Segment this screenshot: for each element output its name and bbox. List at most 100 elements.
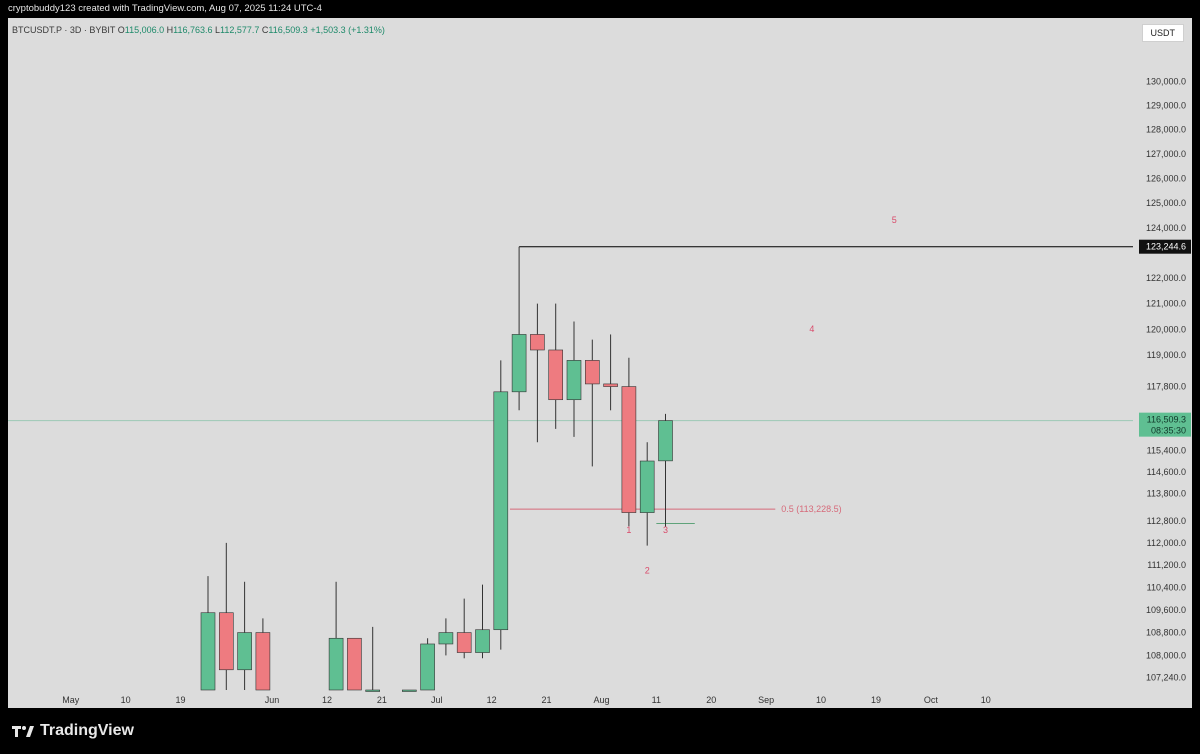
y-axis-tick-label: 125,000.0 xyxy=(1146,198,1186,208)
candle-body-up xyxy=(200,612,216,691)
candlestick-chart: 0.5 (113,228.5)12345130,000.0129,000.012… xyxy=(8,77,1191,705)
x-axis-tick-label: Jun xyxy=(265,695,280,705)
open-label: O xyxy=(117,25,125,35)
x-axis-tick-label: 11 xyxy=(652,695,661,705)
tradingview-logo[interactable]: TradingView xyxy=(12,722,134,740)
y-axis-tick-label: 119,000.0 xyxy=(1147,350,1186,360)
y-axis-tick-label: 127,000.0 xyxy=(1146,149,1186,159)
candle-body-up xyxy=(365,689,381,692)
candle-body-down xyxy=(603,383,618,387)
y-axis-tick-label: 107,240.0 xyxy=(1146,672,1186,682)
y-axis-tick-label: 112,800.0 xyxy=(1147,516,1186,526)
x-axis-tick-label: 10 xyxy=(816,695,826,705)
candle-body-down xyxy=(219,612,234,671)
y-axis-tick-label: 117,800.0 xyxy=(1147,382,1186,392)
y-axis-tick-label: 121,000.0 xyxy=(1146,299,1186,309)
x-axis-tick-label: 10 xyxy=(121,695,131,705)
high-label: H xyxy=(166,25,174,35)
x-axis-tick-label: Jul xyxy=(431,695,443,705)
y-axis-tick-label: 112,000.0 xyxy=(1147,538,1186,548)
candle-body-up xyxy=(401,689,417,692)
ath-price-tag: 123,244.6 xyxy=(1139,239,1191,254)
close-value: 116,509.3 xyxy=(268,25,308,35)
wave-marker-3: 3 xyxy=(663,525,668,535)
ath-price-tag-label: 123,244.6 xyxy=(1146,242,1186,252)
x-axis-tick-label: 19 xyxy=(871,695,881,705)
candle xyxy=(347,637,362,691)
y-axis-tick-label: 108,000.0 xyxy=(1146,650,1186,660)
x-axis-tick-label: 21 xyxy=(377,695,387,705)
candle-body-up xyxy=(639,460,655,513)
candle-body-down xyxy=(584,360,600,385)
candle xyxy=(438,618,454,656)
close-label: C xyxy=(261,25,269,35)
x-axis-tick-label: 10 xyxy=(981,695,991,705)
candle-body-up xyxy=(438,632,454,645)
x-axis-tick-label: 19 xyxy=(176,695,186,705)
candle xyxy=(328,581,344,691)
y-axis-tick-label: 120,000.0 xyxy=(1146,324,1186,334)
open-value: 115,006.0 xyxy=(124,25,165,35)
candle xyxy=(493,360,509,650)
candle-body-up xyxy=(658,420,673,462)
current-price-value: 116,509.3 xyxy=(1147,415,1186,425)
symbol-name: BTCUSDT.P · 3D · BYBIT xyxy=(12,25,116,35)
x-axis-tick-label: 20 xyxy=(706,695,716,705)
x-axis-tick-label: Oct xyxy=(924,695,939,705)
currency-badge[interactable]: USDT xyxy=(1141,24,1184,42)
candle-body-up xyxy=(493,391,509,631)
candle-body-down xyxy=(530,334,545,351)
ath-price-tag-bg xyxy=(1139,239,1191,254)
x-axis-tick-label: Sep xyxy=(758,695,774,705)
candle xyxy=(639,442,655,546)
wave-marker-4: 4 xyxy=(809,324,814,334)
candle-body-down xyxy=(621,386,637,513)
candle xyxy=(621,357,637,527)
x-axis-tick-label: 12 xyxy=(322,695,332,705)
y-axis-tick-label: 115,400.0 xyxy=(1147,445,1186,455)
x-axis-tick-label: 21 xyxy=(542,695,552,705)
chart-panel[interactable]: BTCUSDT.P · 3D · BYBIT O115,006.0 H116,7… xyxy=(8,18,1192,708)
candle xyxy=(584,339,600,467)
low-value: 112,577.7 xyxy=(220,25,260,35)
candle xyxy=(603,334,618,411)
y-axis-tick-label: 108,800.0 xyxy=(1146,628,1186,638)
x-axis-tick-label: 12 xyxy=(487,695,497,705)
symbol-legend: BTCUSDT.P · 3D · BYBIT O115,006.0 H116,7… xyxy=(12,25,385,35)
chart-attribution: cryptobuddy123 created with TradingView.… xyxy=(8,3,322,14)
candle xyxy=(200,576,216,691)
wave-marker-2: 2 xyxy=(645,565,650,575)
y-axis-tick-label: 111,200.0 xyxy=(1147,560,1186,570)
y-axis-tick-label: 114,600.0 xyxy=(1147,467,1186,477)
bar-countdown: 08:35:30 xyxy=(1151,426,1186,436)
candle-body-down xyxy=(456,632,472,653)
x-axis-tick-label: Aug xyxy=(593,695,609,705)
fib-level-label: 0.5 (113,228.5) xyxy=(781,504,841,514)
candle-body-up xyxy=(566,360,582,401)
change-value: +1,503.3 (+1.31%) xyxy=(310,25,385,35)
candle-body-down xyxy=(347,637,362,691)
y-axis-tick-label: 124,000.0 xyxy=(1146,223,1186,233)
y-axis-tick-label: 126,000.0 xyxy=(1146,173,1186,183)
candle xyxy=(511,246,527,411)
candle xyxy=(566,321,582,437)
candle xyxy=(237,581,252,690)
current-price-tag-bg xyxy=(1139,412,1191,437)
candle xyxy=(548,303,564,429)
candle xyxy=(475,584,490,659)
footer: TradingView xyxy=(0,710,1200,754)
y-axis-tick-label: 110,400.0 xyxy=(1147,582,1186,592)
candle-body-up xyxy=(475,629,490,653)
y-axis-tick-label: 122,000.0 xyxy=(1146,273,1186,283)
candle xyxy=(530,303,545,443)
y-axis-tick-label: 113,800.0 xyxy=(1147,488,1186,498)
y-axis-tick-label: 128,000.0 xyxy=(1146,125,1186,135)
candle xyxy=(420,638,435,691)
candle xyxy=(456,598,472,659)
current-price-tag: 116,509.308:35:30 xyxy=(1139,412,1191,437)
candle-body-down xyxy=(255,632,271,691)
y-axis-tick-label: 129,000.0 xyxy=(1146,100,1186,110)
candle xyxy=(219,542,234,690)
tradingview-brand-name: TradingView xyxy=(40,722,134,739)
wave-marker-5: 5 xyxy=(892,215,897,225)
